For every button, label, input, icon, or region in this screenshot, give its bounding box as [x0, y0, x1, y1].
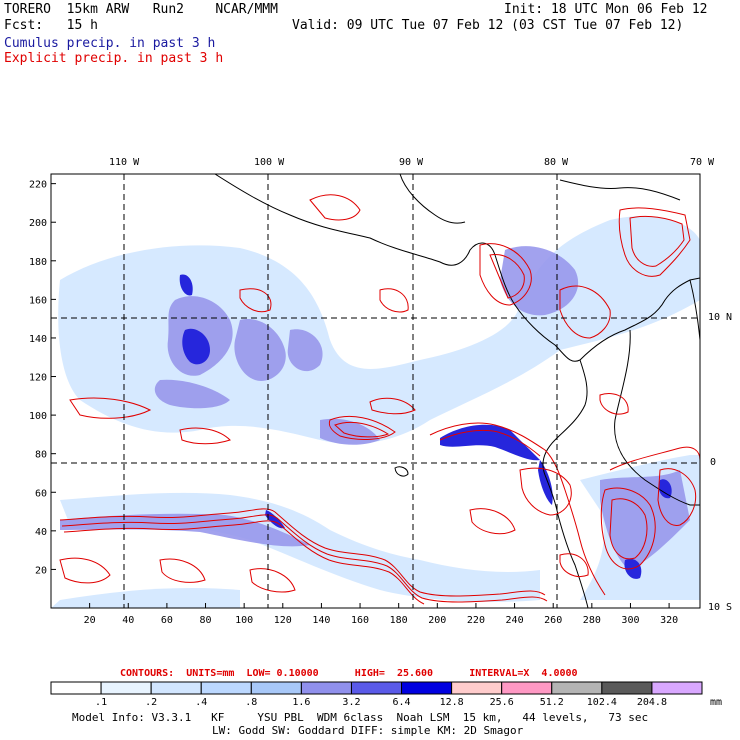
colorbar-unit: mm	[710, 697, 722, 708]
colorbar-label: 6.4	[393, 697, 411, 708]
y-tick-label: 80	[35, 450, 47, 461]
colorbar: .1 .2 .4 .8 1.6 3.2 6.4 12.8 25.6 51.2 102.4 204.8 m…	[50, 681, 722, 708]
y-tick-label: 60	[35, 488, 47, 499]
colorbar-label: .8	[245, 697, 257, 708]
x-tick-label: 60	[161, 615, 173, 626]
colorbar-label: 3.2	[342, 697, 360, 708]
coastlines	[214, 174, 700, 608]
y-tick-label: 100	[29, 411, 47, 422]
x-tick-label: 120	[274, 615, 292, 626]
x-tick-label: 100	[235, 615, 253, 626]
lat-label-10n: 10 N	[708, 312, 733, 323]
colorbar-swatch	[551, 681, 603, 695]
colorbar-label: 12.8	[440, 697, 464, 708]
lon-label-80w: 80 W	[544, 157, 569, 168]
explicit-precip-contours	[59, 194, 700, 605]
colorbar-swatch	[200, 681, 252, 695]
lon-label-90w: 90 W	[399, 157, 424, 168]
y-tick-label: 200	[29, 218, 47, 229]
y-tick-label: 180	[29, 257, 47, 268]
x-tick-label: 220	[467, 615, 485, 626]
lat-label-0: 0	[710, 457, 717, 468]
x-tick-label: 160	[351, 615, 369, 626]
map-frame	[50, 173, 701, 609]
x-tick-label: 180	[390, 615, 408, 626]
colorbar-swatch	[451, 681, 503, 695]
colorbar-swatch	[401, 681, 453, 695]
colorbar-swatch	[350, 681, 403, 695]
colorbar-label: 204.8	[637, 697, 667, 708]
valid-time: Valid: 09 UTC Tue 07 Feb 12 (03 CST Tue …	[292, 18, 684, 33]
model-info-line1: Model Info: V3.3.1 KF YSU PBL WDM 6class…	[72, 711, 649, 724]
lat-label-10s: 10 S	[708, 602, 733, 613]
x-tick-label: 200	[428, 615, 446, 626]
colorbar-swatch	[300, 681, 352, 695]
field-label-explicit: Explicit precip. in past 3 h	[4, 51, 224, 66]
y-tick-label: 160	[29, 295, 47, 306]
colorbar-swatch	[250, 681, 302, 695]
lon-label-110w: 110 W	[109, 157, 140, 168]
x-tick-label: 20	[84, 615, 96, 626]
lon-label-70w: 70 W	[690, 157, 715, 168]
colorbar-label: .2	[145, 697, 157, 708]
x-tick-label: 40	[122, 615, 134, 626]
lat-lon-grid	[51, 174, 700, 608]
x-tick-label: 300	[621, 615, 639, 626]
init-time: Init: 18 UTC Mon 06 Feb 12	[504, 2, 708, 17]
colorbar-label: 1.6	[292, 697, 310, 708]
colorbar-label: 25.6	[490, 697, 514, 708]
x-tick-label: 260	[544, 615, 562, 626]
colorbar-swatch	[150, 681, 202, 695]
x-tick-label: 140	[312, 615, 330, 626]
x-tick-label: 80	[200, 615, 212, 626]
lon-label-100w: 100 W	[254, 157, 285, 168]
colorbar-label: .4	[195, 697, 207, 708]
colorbar-label: 51.2	[540, 697, 564, 708]
map-axes: 20 40 60 80 100 120 140 160 180 200 220 240 260 280 30…	[29, 180, 678, 626]
y-tick-label: 20	[35, 565, 47, 576]
colorbar-swatch	[100, 681, 152, 695]
y-tick-label: 140	[29, 334, 47, 345]
colorbar-label: 102.4	[587, 697, 617, 708]
model-info-line2: LW: Godd SW: Goddard DIFF: simple KM: 2D…	[212, 724, 524, 737]
x-tick-label: 240	[506, 615, 524, 626]
y-tick-label: 120	[29, 373, 47, 384]
colorbar-swatch	[501, 681, 553, 695]
colorbar-label: .1	[95, 697, 107, 708]
colorbar-swatch	[651, 681, 703, 695]
contour-info: CONTOURS: UNITS=mm LOW= 0.10000 HIGH= 25…	[120, 668, 578, 679]
forecast-hour: Fcst: 15 h	[4, 18, 98, 33]
x-tick-label: 320	[660, 615, 678, 626]
colorbar-swatch	[50, 681, 102, 695]
map-content	[51, 174, 700, 608]
x-tick-label: 280	[583, 615, 601, 626]
colorbar-swatch	[601, 681, 653, 695]
y-tick-label: 40	[35, 527, 47, 538]
model-title: TORERO 15km ARW Run2 NCAR/MMM	[4, 2, 278, 17]
field-label-cumulus: Cumulus precip. in past 3 h	[4, 36, 216, 51]
y-tick-label: 220	[29, 180, 47, 191]
